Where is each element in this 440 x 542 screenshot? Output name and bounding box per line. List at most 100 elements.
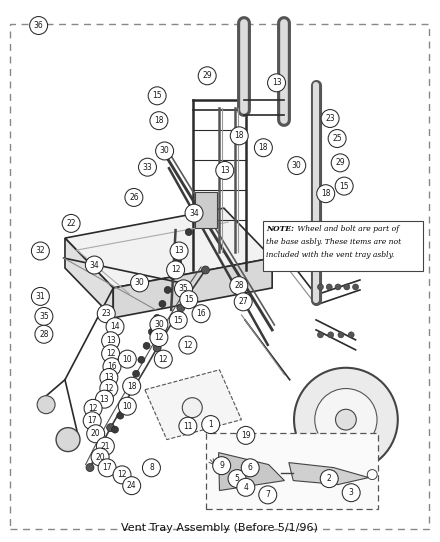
Circle shape: [198, 67, 216, 85]
Circle shape: [169, 273, 176, 280]
Text: 12: 12: [183, 340, 193, 350]
Polygon shape: [145, 370, 242, 440]
Circle shape: [259, 486, 277, 504]
Circle shape: [143, 343, 150, 349]
Text: 8: 8: [149, 463, 154, 472]
Circle shape: [118, 350, 136, 368]
Circle shape: [103, 358, 121, 376]
Circle shape: [125, 189, 143, 207]
Circle shape: [367, 469, 377, 480]
Circle shape: [320, 470, 338, 488]
Circle shape: [83, 412, 101, 430]
Text: 12: 12: [88, 404, 98, 413]
FancyBboxPatch shape: [195, 192, 217, 228]
Text: 13: 13: [220, 166, 230, 175]
Circle shape: [180, 244, 187, 251]
Text: 12: 12: [171, 266, 180, 274]
Circle shape: [294, 368, 398, 472]
Text: 16: 16: [196, 309, 206, 318]
Circle shape: [179, 336, 197, 354]
Polygon shape: [219, 453, 284, 491]
Circle shape: [156, 142, 174, 160]
Circle shape: [138, 356, 145, 363]
Circle shape: [164, 287, 171, 293]
Text: 18: 18: [154, 116, 164, 125]
Circle shape: [86, 463, 94, 472]
Circle shape: [328, 130, 346, 147]
Text: 30: 30: [160, 146, 169, 156]
Circle shape: [317, 284, 323, 290]
Circle shape: [175, 280, 192, 298]
Circle shape: [170, 242, 188, 260]
Text: 4: 4: [243, 483, 248, 492]
Circle shape: [213, 457, 231, 475]
Text: Vent Tray Assembly (Before 5/1/96): Vent Tray Assembly (Before 5/1/96): [121, 524, 318, 533]
Circle shape: [185, 204, 203, 222]
Circle shape: [348, 332, 354, 338]
Circle shape: [37, 396, 55, 414]
Circle shape: [241, 459, 259, 477]
Circle shape: [216, 162, 234, 179]
Circle shape: [85, 256, 103, 274]
Text: 18: 18: [127, 382, 136, 391]
Text: 20: 20: [95, 453, 105, 461]
Circle shape: [202, 416, 220, 434]
Text: the base asbly. These items are not: the base asbly. These items are not: [267, 238, 402, 246]
Circle shape: [335, 284, 341, 290]
FancyBboxPatch shape: [263, 221, 423, 271]
Circle shape: [254, 139, 272, 157]
Circle shape: [326, 284, 332, 290]
Circle shape: [315, 389, 377, 451]
Text: 15: 15: [173, 315, 183, 325]
Text: 12: 12: [117, 470, 127, 479]
Text: 13: 13: [174, 247, 184, 255]
Circle shape: [100, 369, 118, 386]
Text: 10: 10: [122, 354, 132, 364]
Text: 28: 28: [234, 281, 244, 290]
Text: 17: 17: [88, 416, 97, 425]
Circle shape: [167, 261, 184, 279]
Circle shape: [182, 398, 202, 418]
FancyBboxPatch shape: [206, 433, 378, 509]
Circle shape: [331, 154, 349, 172]
Circle shape: [98, 459, 116, 477]
Circle shape: [123, 477, 141, 495]
Circle shape: [148, 87, 166, 105]
Text: 34: 34: [189, 209, 199, 218]
Circle shape: [237, 478, 255, 496]
Text: 15: 15: [339, 182, 349, 191]
Text: 29: 29: [335, 158, 345, 167]
Circle shape: [102, 345, 120, 363]
Text: 10: 10: [122, 402, 132, 411]
Text: 28: 28: [39, 330, 49, 339]
Text: 26: 26: [129, 193, 139, 202]
Text: 30: 30: [135, 279, 144, 287]
Circle shape: [317, 332, 323, 338]
Text: 15: 15: [152, 91, 162, 100]
Text: 3: 3: [349, 488, 354, 497]
Text: 12: 12: [158, 354, 168, 364]
Circle shape: [84, 399, 102, 417]
Circle shape: [118, 397, 136, 415]
Circle shape: [335, 177, 353, 195]
Circle shape: [29, 16, 48, 35]
Text: 23: 23: [325, 114, 335, 123]
Circle shape: [268, 74, 286, 92]
Circle shape: [228, 470, 246, 488]
Circle shape: [91, 448, 109, 466]
Circle shape: [111, 426, 118, 433]
Text: 33: 33: [143, 163, 152, 172]
Circle shape: [237, 427, 255, 444]
Text: 5: 5: [235, 474, 239, 483]
Circle shape: [179, 417, 197, 435]
Circle shape: [62, 215, 80, 233]
Circle shape: [150, 112, 168, 130]
Circle shape: [35, 307, 53, 325]
Circle shape: [317, 185, 335, 203]
Circle shape: [230, 127, 248, 145]
Circle shape: [31, 242, 49, 260]
Circle shape: [338, 332, 344, 338]
Circle shape: [117, 412, 124, 419]
Text: 12: 12: [104, 384, 114, 393]
Text: 18: 18: [321, 189, 330, 198]
